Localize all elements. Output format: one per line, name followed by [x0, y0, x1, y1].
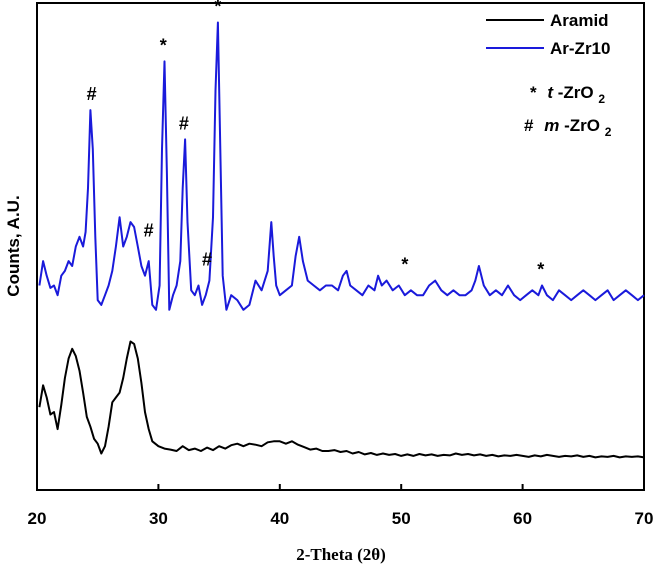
annotation-m-zro2: #	[202, 250, 212, 270]
legend-t-zro2: * t -ZrO 2	[530, 83, 605, 106]
legend-m-prefix: m	[544, 116, 559, 135]
y-axis-label: Counts, A.U.	[4, 195, 23, 296]
legend-t-symbol: *	[530, 83, 537, 102]
legend: Aramid Ar-Zr10 * t -ZrO 2 # m -ZrO 2	[486, 11, 612, 139]
annotation-m-zro2: #	[87, 84, 97, 104]
legend-t-text: -ZrO	[558, 83, 594, 102]
legend-m-sub: 2	[605, 125, 612, 139]
annotation-t-zro2: *	[401, 255, 408, 275]
legend-t-sub: 2	[598, 92, 605, 106]
legend-m-text: -ZrO	[564, 116, 600, 135]
legend-label-aramid: Aramid	[550, 11, 609, 30]
x-tick-label: 20	[28, 509, 47, 528]
x-ticks	[36, 484, 645, 490]
x-tick-label: 70	[635, 509, 654, 528]
series-line-aramid	[38, 340, 645, 459]
x-tick-label: 40	[270, 509, 289, 528]
legend-m-zro2: # m -ZrO 2	[524, 116, 612, 139]
annotation-t-zro2: *	[537, 259, 544, 279]
x-tick-label: 30	[149, 509, 168, 528]
annotation-m-zro2: #	[179, 113, 189, 133]
annotations: # * # * # # * *	[87, 0, 545, 279]
legend-t-prefix: t	[547, 83, 554, 102]
legend-label-ar-zr10: Ar-Zr10	[550, 39, 610, 58]
series-layer	[38, 21, 645, 459]
x-tick-label: 50	[392, 509, 411, 528]
x-axis-label: 2-Theta (2θ)	[296, 545, 386, 564]
x-tick-label: 60	[513, 509, 532, 528]
plot-frame	[36, 2, 645, 491]
x-tick-labels: 20 30 40 50 60 70	[28, 509, 654, 528]
annotation-m-zro2: #	[144, 221, 154, 241]
legend-m-symbol: #	[524, 116, 534, 135]
annotation-t-zro2: *	[214, 0, 221, 16]
annotation-t-zro2: *	[160, 35, 167, 55]
series-line-ar-zr10	[38, 21, 645, 311]
